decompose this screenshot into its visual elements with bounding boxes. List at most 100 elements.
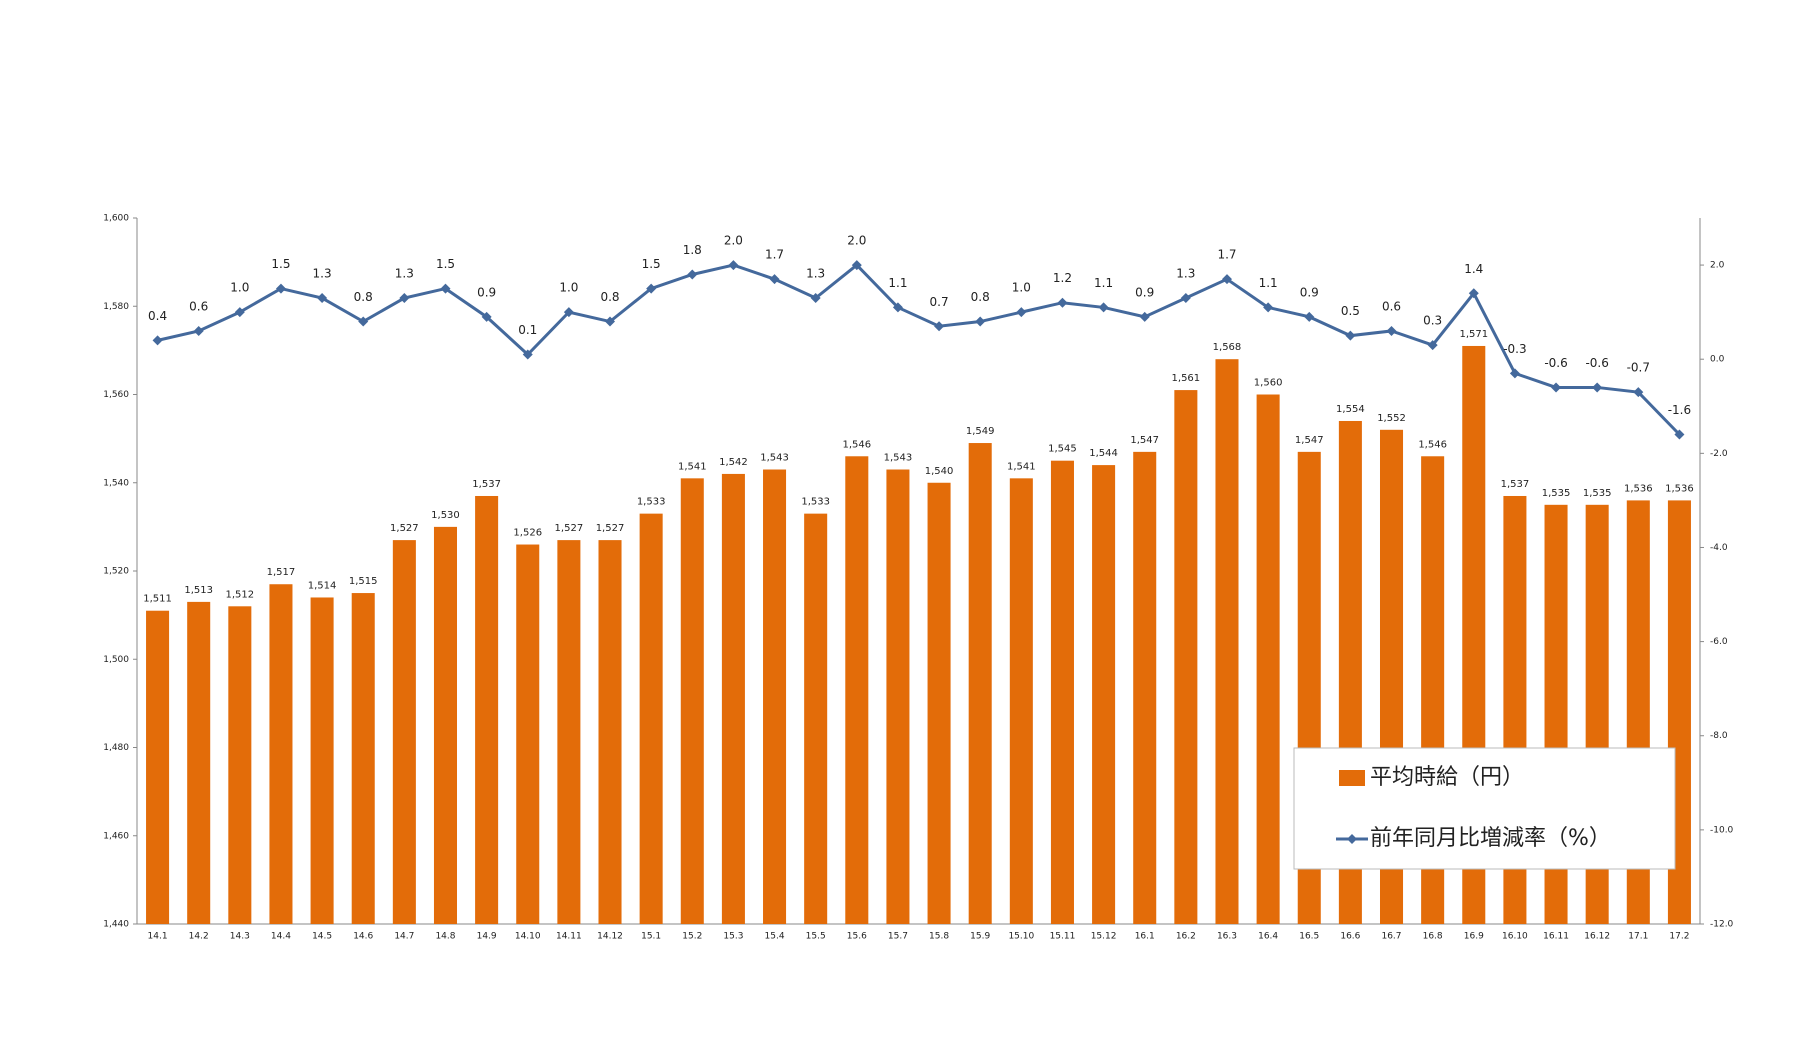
bar	[392, 540, 416, 924]
line-value-label: 0.9	[1135, 285, 1154, 299]
x-tick-label: 15.7	[888, 932, 908, 942]
bar-value-label: 1,571	[1459, 329, 1488, 340]
x-tick-label: 16.3	[1217, 932, 1237, 942]
y2-tick-label: -12.0	[1710, 920, 1734, 930]
line-marker	[358, 316, 369, 327]
x-tick-label: 16.6	[1340, 932, 1360, 942]
line-value-label: -0.6	[1585, 356, 1608, 370]
line-value-label: 0.3	[1423, 314, 1442, 328]
line-marker	[1509, 368, 1520, 379]
legend-label: 前年同月比増減率（%）	[1370, 826, 1611, 851]
x-tick-label: 15.10	[1008, 932, 1034, 942]
bar-value-label: 1,514	[308, 580, 337, 591]
line-value-label: 0.7	[930, 295, 949, 309]
line	[157, 263, 1681, 436]
line-marker	[1221, 274, 1232, 285]
x-tick-label: 16.7	[1381, 932, 1401, 942]
line-value-label: 2.0	[847, 234, 866, 248]
x-tick-label: 15.9	[970, 932, 990, 942]
bar-value-label: 1,547	[1130, 435, 1159, 446]
y2-tick-label: 0.0	[1710, 355, 1725, 365]
y-tick-label: 1,580	[103, 302, 129, 312]
y-tick-label: 1,440	[103, 920, 129, 930]
line-marker	[1633, 387, 1644, 398]
legend-marker	[1347, 834, 1357, 844]
line-marker	[1304, 311, 1315, 322]
bar-value-label: 1,526	[513, 528, 542, 539]
line-value-label: 1.5	[271, 257, 290, 271]
line-value-label: 1.1	[1094, 276, 1113, 290]
y-tick-label: 1,460	[103, 831, 129, 841]
line-value-label: 0.4	[148, 309, 167, 323]
y2-tick-label: -4.0	[1710, 543, 1728, 553]
line-marker	[234, 307, 245, 318]
line-marker	[317, 293, 328, 304]
bar	[351, 593, 375, 924]
y-tick-label: 1,540	[103, 478, 129, 488]
line-value-label: -0.3	[1503, 342, 1526, 356]
line-marker	[1551, 382, 1562, 393]
line-value-label: 0.1	[518, 323, 537, 337]
bar-value-label: 1,554	[1336, 404, 1365, 415]
bar	[1174, 390, 1198, 924]
y2-tick-label: -10.0	[1710, 825, 1734, 835]
line-value-label: 0.8	[600, 290, 619, 304]
line-marker	[1592, 382, 1603, 393]
line-marker	[1674, 429, 1685, 440]
x-tick-label: 14.4	[271, 932, 291, 942]
x-tick-label: 16.4	[1258, 932, 1278, 942]
bar-value-label: 1,561	[1172, 373, 1201, 384]
line-value-label: 1.0	[559, 281, 578, 295]
legend-label: 平均時給（円）	[1370, 765, 1524, 790]
line-value-label: 1.8	[683, 243, 702, 257]
line-marker	[193, 325, 204, 336]
line-marker	[851, 260, 862, 271]
legend-swatch	[1339, 770, 1365, 786]
bar-value-label: 1,549	[966, 426, 995, 437]
line-marker	[1098, 302, 1109, 313]
bar-value-label: 1,513	[184, 585, 213, 596]
line-value-label: 1.3	[313, 267, 332, 281]
bar	[1050, 460, 1074, 924]
bar-value-label: 1,533	[637, 497, 666, 508]
bar	[845, 456, 869, 924]
y-tick-label: 1,560	[103, 390, 129, 400]
y2-tick-label: 2.0	[1710, 261, 1725, 271]
x-tick-label: 16.8	[1423, 932, 1443, 942]
line-marker	[934, 321, 945, 332]
line-marker	[152, 335, 163, 346]
legend-box	[1293, 747, 1676, 870]
x-tick-label: 16.1	[1135, 932, 1155, 942]
y-tick-label: 1,600	[103, 214, 129, 224]
x-tick-label: 15.4	[765, 932, 785, 942]
bar	[886, 469, 910, 924]
bar	[721, 473, 745, 924]
x-tick-label: 14.12	[597, 932, 623, 942]
line-value-label: 1.7	[1217, 248, 1236, 262]
line-value-label: 0.8	[971, 290, 990, 304]
line-value-label: 0.8	[354, 290, 373, 304]
line-marker	[481, 311, 492, 322]
line-marker	[646, 283, 657, 294]
bar	[680, 478, 704, 924]
line-marker	[975, 316, 986, 327]
bar	[1133, 451, 1157, 924]
x-tick-label: 16.5	[1299, 932, 1319, 942]
line-value-label: 1.0	[230, 281, 249, 295]
line-marker	[728, 260, 739, 271]
x-tick-label: 16.10	[1502, 932, 1528, 942]
line-value-label: 1.3	[395, 267, 414, 281]
x-tick-label: 15.1	[641, 932, 661, 942]
line-marker	[399, 293, 410, 304]
line-value-label: -0.7	[1627, 361, 1650, 375]
bar-value-label: 1,543	[884, 453, 913, 464]
x-tick-label: 14.6	[353, 932, 373, 942]
x-tick-label: 14.2	[189, 932, 209, 942]
x-tick-label: 16.2	[1176, 932, 1196, 942]
bar	[269, 584, 293, 924]
bar-value-label: 1,536	[1624, 483, 1653, 494]
bar	[1009, 478, 1033, 924]
bar	[1092, 465, 1116, 924]
bar	[310, 597, 334, 924]
